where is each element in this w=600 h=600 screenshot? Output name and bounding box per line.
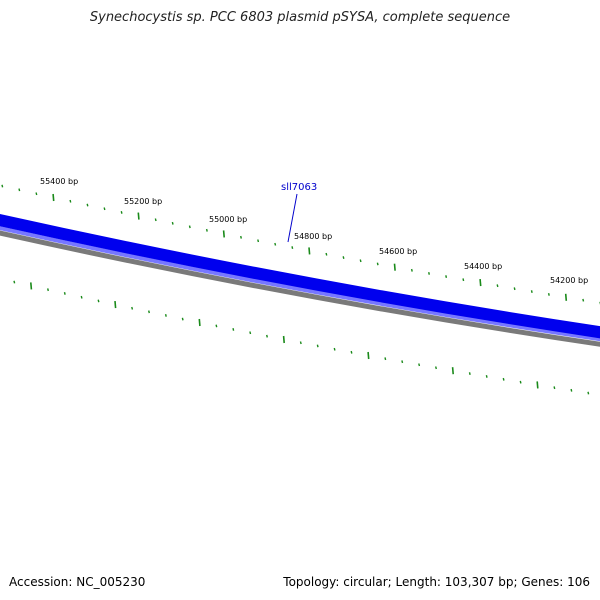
- inner-scale-major-tick: [114, 301, 117, 309]
- outer-scale-ticks: [1, 184, 600, 305]
- scale-label-55400: 55400 bp: [40, 177, 78, 186]
- accession-info: Accession: NC_005230: [9, 575, 146, 589]
- inner-scale-minor-tick: [553, 386, 556, 390]
- inner-scale-minor-tick: [299, 341, 302, 345]
- inner-scale-minor-tick: [215, 324, 218, 328]
- inner-scale-major-tick: [451, 367, 454, 375]
- outer-scale-major-tick: [564, 293, 568, 301]
- outer-scale-minor-tick: [359, 259, 362, 263]
- inner-scale-minor-tick: [164, 314, 167, 317]
- outer-scale-minor-tick: [103, 207, 106, 211]
- outer-scale-minor-tick: [376, 262, 379, 266]
- inner-scale-minor-tick: [485, 375, 488, 378]
- gene-label-sll7063[interactable]: sll7063: [281, 182, 317, 193]
- outer-scale-minor-tick: [530, 290, 533, 293]
- outer-scale-minor-tick: [274, 242, 277, 246]
- outer-scale-minor-tick: [342, 256, 345, 259]
- outer-scale-major-tick: [479, 279, 482, 287]
- inner-scale-minor-tick: [148, 310, 150, 314]
- outer-scale-major-tick: [52, 193, 55, 202]
- sequence-backbone: [0, 230, 600, 347]
- inner-scale-major-tick: [30, 282, 33, 290]
- inner-scale-major-tick: [536, 381, 539, 389]
- gene-band-sll7063[interactable]: [0, 213, 600, 339]
- inner-scale-minor-tick: [468, 372, 471, 375]
- outer-scale-major-tick: [137, 212, 140, 220]
- inner-scale-minor-tick: [435, 366, 437, 370]
- scale-label-54800: 54800 bp: [294, 232, 332, 241]
- outer-scale-minor-tick: [257, 239, 260, 243]
- inner-scale-minor-tick: [232, 328, 235, 331]
- outer-scale-minor-tick: [582, 298, 585, 302]
- inner-scale-minor-tick: [384, 357, 387, 361]
- outer-scale-minor-tick: [325, 252, 328, 256]
- gene-band-edge: [0, 226, 600, 342]
- outer-scale-minor-tick: [462, 278, 465, 282]
- inner-scale-major-tick: [367, 351, 370, 360]
- inner-scale-minor-tick: [316, 344, 319, 348]
- outer-scale-minor-tick: [291, 246, 294, 249]
- inner-scale-major-tick: [282, 335, 285, 344]
- scale-label-55200: 55200 bp: [124, 197, 162, 206]
- outer-scale-minor-tick: [1, 184, 4, 188]
- outer-scale-minor-tick: [410, 268, 413, 272]
- outer-scale-major-tick: [308, 247, 311, 255]
- outer-scale-minor-tick: [513, 287, 516, 291]
- inner-scale-minor-tick: [80, 295, 83, 299]
- topology-summary: Topology: circular; Length: 103,307 bp; …: [283, 575, 590, 589]
- scale-labels: 55400 bp 55200 bp 55000 bp 54800 bp 5460…: [40, 177, 588, 285]
- outer-scale-minor-tick: [35, 192, 38, 196]
- inner-scale-minor-tick: [181, 317, 184, 321]
- outer-scale-minor-tick: [86, 203, 89, 207]
- outer-scale-minor-tick: [171, 221, 174, 225]
- inner-scale-minor-tick: [502, 377, 505, 381]
- inner-scale-ticks: [13, 280, 590, 395]
- outer-scale-minor-tick: [547, 293, 550, 296]
- scale-label-55000: 55000 bp: [209, 215, 247, 224]
- outer-scale-minor-tick: [154, 218, 157, 222]
- inner-scale-minor-tick: [333, 347, 336, 351]
- inner-scale-major-tick: [198, 318, 201, 327]
- outer-scale-minor-tick: [205, 228, 208, 232]
- scale-label-54600: 54600 bp: [379, 247, 417, 256]
- inner-scale-minor-tick: [418, 363, 421, 367]
- inner-scale-minor-tick: [519, 380, 522, 384]
- inner-scale-minor-tick: [47, 288, 49, 292]
- scale-label-54400: 54400 bp: [464, 262, 502, 271]
- outer-scale-minor-tick: [496, 284, 499, 288]
- outer-scale-minor-tick: [120, 211, 123, 214]
- inner-scale-minor-tick: [131, 306, 134, 310]
- inner-scale-minor-tick: [401, 360, 404, 364]
- inner-scale-minor-tick: [266, 334, 268, 338]
- outer-scale-minor-tick: [18, 188, 21, 192]
- inner-scale-minor-tick: [13, 280, 16, 284]
- outer-scale-minor-tick: [69, 199, 72, 203]
- outer-scale-major-tick: [222, 230, 225, 238]
- gene-label-pointer: [287, 193, 298, 243]
- outer-scale-minor-tick: [428, 272, 430, 275]
- outer-scale-minor-tick: [240, 235, 242, 239]
- inner-scale-minor-tick: [249, 331, 252, 335]
- inner-scale-minor-tick: [570, 388, 573, 392]
- inner-scale-minor-tick: [350, 350, 353, 354]
- scale-label-54200: 54200 bp: [550, 276, 588, 285]
- inner-scale-minor-tick: [587, 391, 590, 395]
- inner-scale-minor-tick: [63, 292, 66, 295]
- outer-scale-major-tick: [393, 263, 396, 271]
- outer-scale-minor-tick: [188, 225, 191, 229]
- map-title: Synechocystis sp. PCC 6803 plasmid pSYSA…: [89, 10, 511, 25]
- inner-scale-minor-tick: [97, 299, 100, 303]
- outer-scale-minor-tick: [445, 275, 448, 278]
